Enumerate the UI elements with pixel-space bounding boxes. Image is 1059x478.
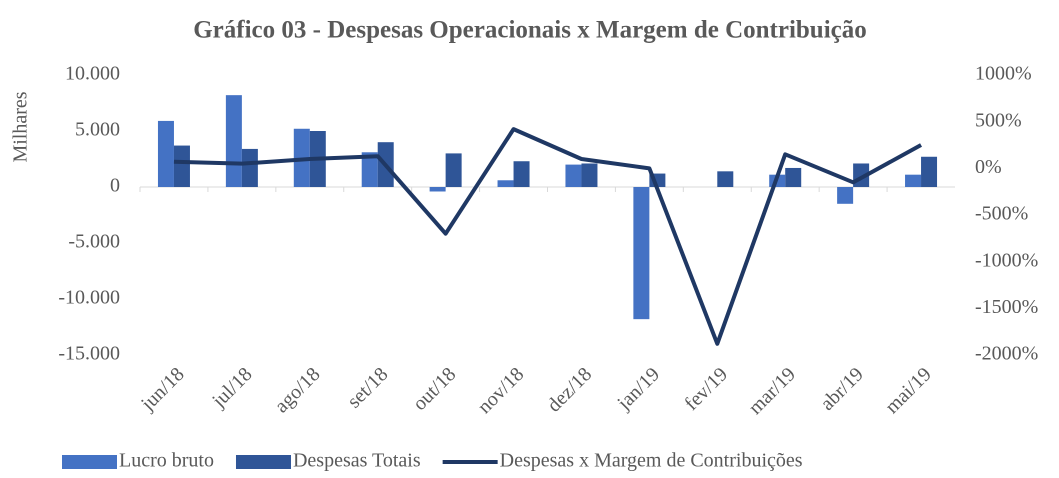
x-tick-label: set/18 <box>343 363 392 412</box>
bar <box>633 187 650 320</box>
y2-tick-label: 1000% <box>975 63 1032 85</box>
bar <box>921 156 938 187</box>
y-tick-label: 0 <box>110 175 120 197</box>
x-tick-label: mai/19 <box>881 363 936 418</box>
x-tick-label: jan/19 <box>613 363 665 415</box>
legend-label: Despesas x Margem de Contribuições <box>500 450 803 472</box>
y-tick-label: 10.000 <box>65 63 120 85</box>
y-tick-label: -10.000 <box>58 287 120 309</box>
bar <box>429 187 446 192</box>
y2-tick-label: -1500% <box>975 296 1038 318</box>
y2-tick-label: 500% <box>975 109 1022 131</box>
x-tick-label: mar/19 <box>744 363 800 419</box>
chart-title: Gráfico 03 - Despesas Operacionais x Mar… <box>193 17 867 44</box>
bar <box>361 152 378 187</box>
bar <box>905 174 922 187</box>
bar <box>717 171 734 187</box>
x-tick-label: out/18 <box>409 363 461 415</box>
y2-tick-label: -2000% <box>975 343 1038 365</box>
y2-tick-label: 0% <box>975 156 1002 178</box>
bar <box>157 120 174 187</box>
y2-tick-label: -1000% <box>975 249 1038 271</box>
x-tick-label: ago/18 <box>271 363 325 417</box>
line <box>173 127 923 346</box>
y-tick-label: -15.000 <box>58 343 120 365</box>
x-tick-label: jul/18 <box>207 363 256 412</box>
bar <box>785 167 802 187</box>
y-tick-label: -5.000 <box>68 231 120 253</box>
legend-swatch <box>62 455 117 469</box>
bar <box>241 148 258 187</box>
x-tick-label: jun/18 <box>136 363 188 415</box>
bar <box>225 95 242 187</box>
y2-tick-label: -500% <box>975 203 1028 225</box>
bar <box>837 187 854 204</box>
bar <box>565 164 582 187</box>
x-tick-label: fev/19 <box>680 363 732 415</box>
legend-label: Despesas Totais <box>293 450 421 472</box>
bar <box>497 180 514 187</box>
bar <box>445 153 462 187</box>
legend-label: Lucro bruto <box>119 450 214 472</box>
x-tick-label: abr/19 <box>816 363 868 415</box>
bar <box>581 163 598 187</box>
bar <box>173 145 190 187</box>
y-tick-label: 5.000 <box>75 119 120 141</box>
bar <box>513 161 530 187</box>
y-axis-label: Milhares <box>10 91 32 162</box>
x-tick-label: nov/18 <box>473 363 528 418</box>
x-tick-label: dez/18 <box>543 363 596 416</box>
legend-swatch <box>235 455 291 469</box>
